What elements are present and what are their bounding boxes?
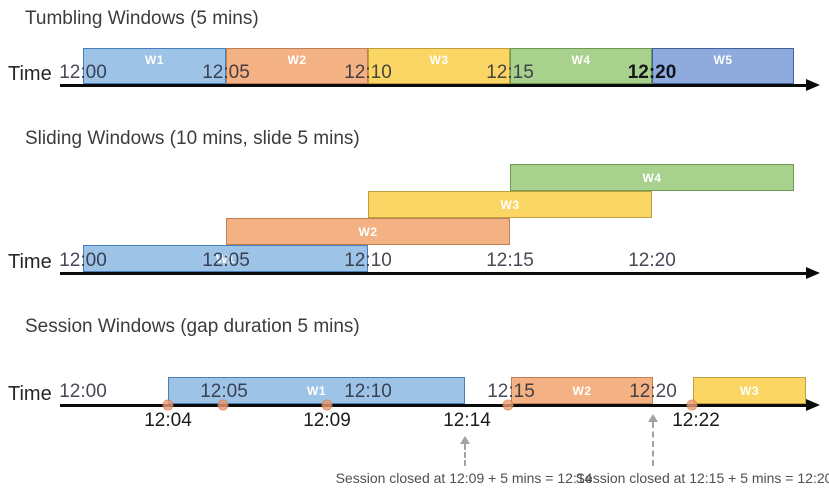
window-rect-w4: W4	[510, 164, 794, 191]
window-label: W2	[358, 224, 378, 239]
event-time-label: 12:09	[303, 410, 351, 431]
axis-arrow-icon	[806, 267, 820, 279]
time-tick-label: 12:05	[202, 250, 250, 271]
session-closed-caption: Session closed at 12:09 + 5 mins = 12:14	[335, 470, 593, 486]
event-time-label: 12:22	[672, 410, 720, 431]
window-rect-w3: W3	[368, 191, 652, 218]
window-label: W4	[571, 53, 591, 67]
time-axis-label: Time	[8, 251, 52, 273]
section-title: Sliding Windows (10 mins, slide 5 mins)	[25, 128, 360, 149]
window-label: W3	[429, 53, 449, 67]
window-rect-w1: W1	[83, 245, 368, 272]
axis-arrow-icon	[806, 79, 820, 91]
event-dot-icon	[162, 399, 174, 411]
window-label: W1	[307, 383, 326, 398]
window-label: W1	[145, 53, 164, 67]
time-tick-label: 12:00	[59, 250, 107, 271]
window-rect-w5: W5	[652, 48, 794, 84]
time-tick-label: 12:10	[344, 250, 392, 271]
time-tick-label: 12:05	[202, 62, 250, 83]
time-tick-label: 12:15	[486, 250, 534, 271]
time-tick-label: 12:20	[628, 250, 676, 271]
annotation-arrow-icon	[648, 414, 658, 466]
time-tick-label: 12:00	[59, 62, 107, 83]
window-rect-w1: W1	[168, 377, 465, 404]
time-axis	[60, 272, 808, 275]
time-tick-label: 12:15	[487, 381, 535, 402]
window-label: W1	[216, 251, 235, 266]
window-label: W4	[642, 170, 662, 185]
window-rect-w2: W2	[226, 218, 510, 245]
window-rect-w3: W3	[693, 377, 806, 404]
window-label: W3	[500, 197, 520, 212]
window-rect-w2: W2	[511, 377, 653, 404]
event-dot-icon	[502, 399, 514, 411]
event-time-label: 12:14	[443, 410, 491, 431]
time-tick-label: 12:15	[486, 62, 534, 83]
event-time-label: 12:04	[144, 410, 192, 431]
axis-arrow-icon	[806, 399, 820, 411]
window-label: W5	[713, 53, 733, 67]
time-tick-label: 12:05	[200, 381, 248, 402]
time-tick-label: 12:10	[344, 381, 392, 402]
event-dot-icon	[217, 399, 229, 411]
time-tick-label: 12:20	[627, 62, 677, 83]
time-tick-label: 12:20	[629, 381, 677, 402]
window-rect-w3: W3	[368, 48, 510, 84]
time-tick-label: 12:00	[59, 381, 107, 402]
window-rect-w1: W1	[83, 48, 226, 84]
window-label: W2	[287, 53, 307, 67]
time-axis	[60, 404, 808, 407]
window-label: W2	[572, 383, 592, 398]
time-axis-label: Time	[8, 383, 52, 405]
event-dot-icon	[321, 399, 333, 411]
section-title: Tumbling Windows (5 mins)	[25, 8, 259, 29]
window-rect-w4: W4	[510, 48, 652, 84]
time-tick-label: 12:10	[344, 62, 392, 83]
time-axis	[60, 84, 808, 87]
event-dot-icon	[686, 399, 698, 411]
session-closed-caption: Session closed at 12:15 + 5 mins = 12:20	[575, 470, 829, 486]
window-label: W3	[740, 383, 759, 398]
annotation-arrow-icon	[460, 436, 470, 466]
section-title: Session Windows (gap duration 5 mins)	[25, 316, 360, 337]
time-axis-label: Time	[8, 63, 52, 85]
window-rect-w2: W2	[226, 48, 368, 84]
